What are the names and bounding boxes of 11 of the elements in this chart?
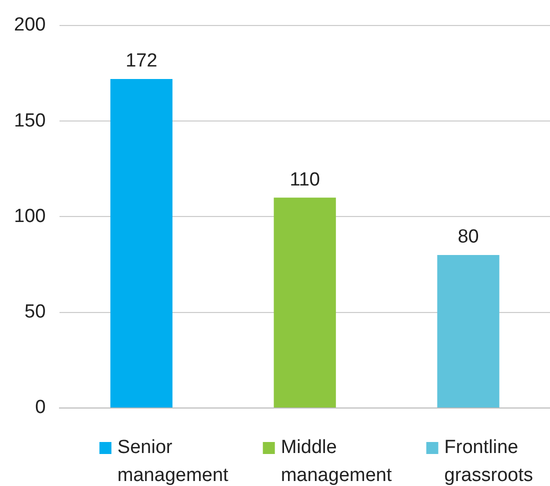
y-tick-label: 200 bbox=[14, 14, 46, 36]
y-tick-label: 100 bbox=[14, 206, 46, 227]
legend-label: Middle management bbox=[280, 437, 392, 486]
data-label: 80 bbox=[458, 226, 479, 248]
data-label: 110 bbox=[290, 169, 320, 190]
y-tick-label: 0 bbox=[35, 397, 46, 418]
y-tick-label: 50 bbox=[24, 302, 46, 323]
legend-label: Senior management bbox=[117, 437, 230, 486]
data-label: 172 bbox=[126, 50, 158, 72]
y-tick-label: 150 bbox=[14, 110, 46, 132]
legend-label: Frontline grassroots bbox=[444, 437, 533, 486]
